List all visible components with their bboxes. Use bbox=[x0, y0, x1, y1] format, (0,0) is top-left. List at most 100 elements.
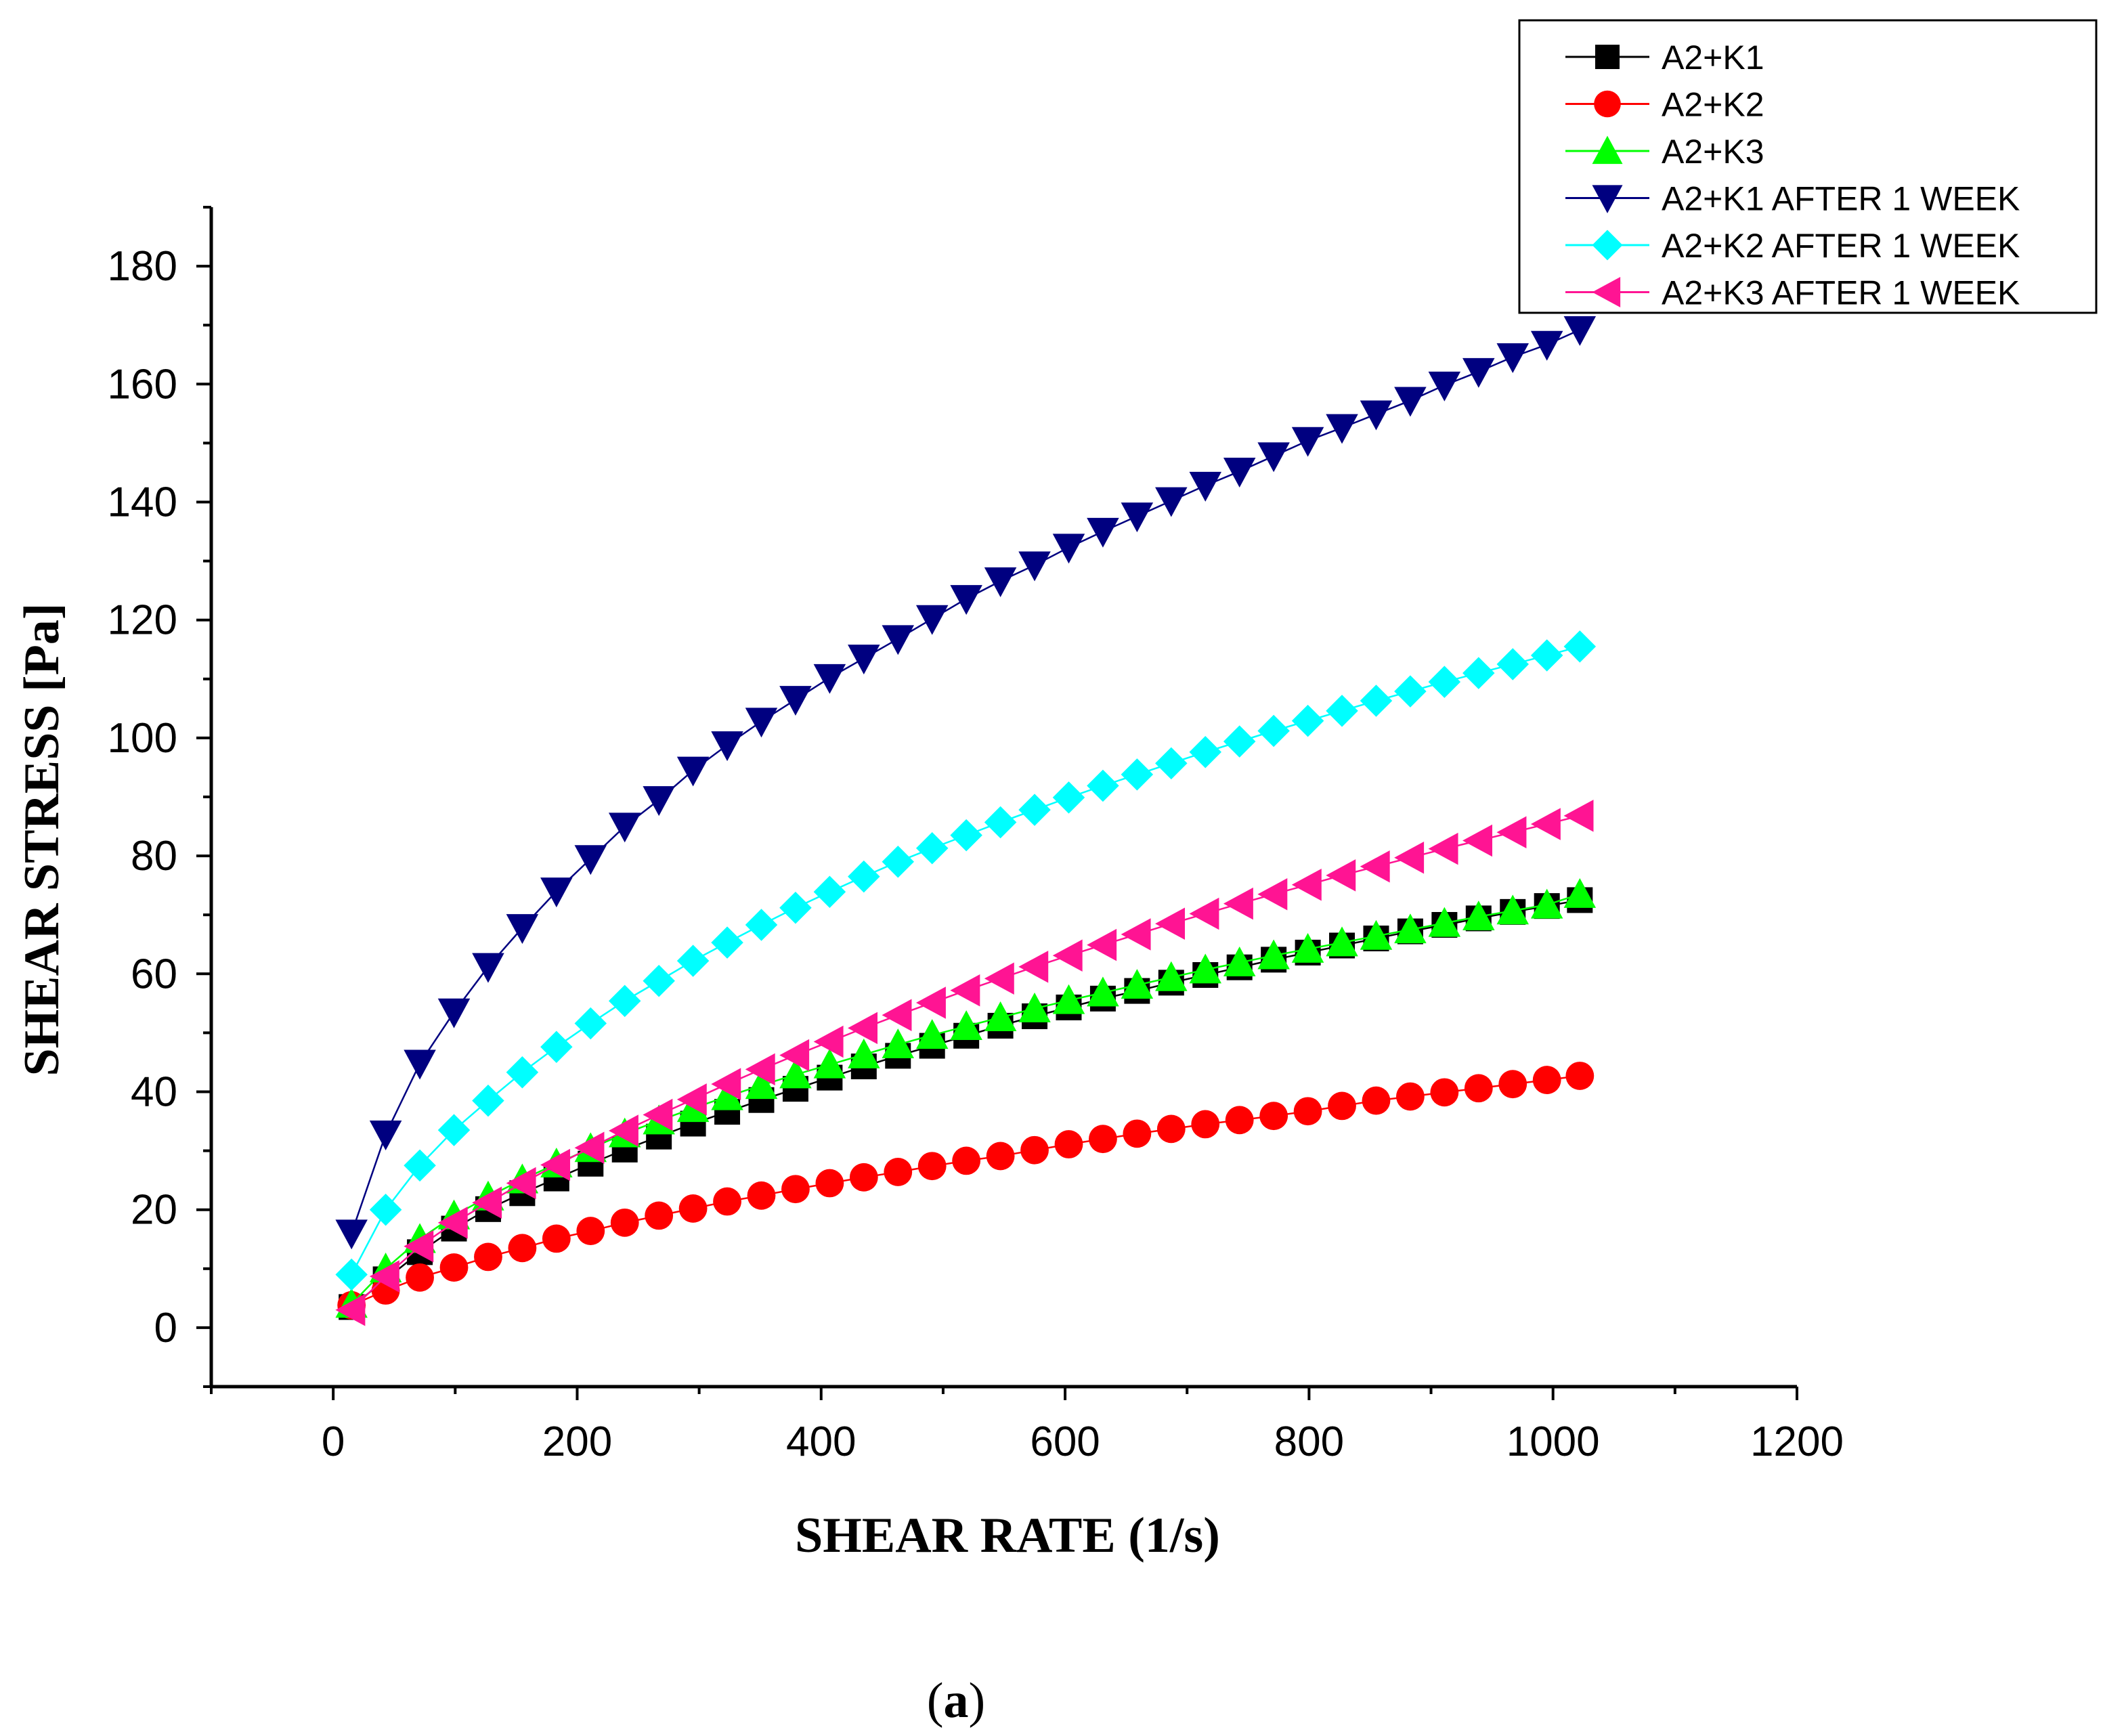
caption-letter: a bbox=[944, 1673, 969, 1729]
data-point bbox=[713, 1187, 741, 1216]
legend: A2+K1 A2+K2 A2+K3 A2+K1 AFTER 1 WEEK A2+K2 A… bbox=[1518, 19, 2098, 314]
data-point bbox=[984, 962, 1014, 995]
legend-label: A2+K3 AFTER 1 WEEK bbox=[1662, 274, 2020, 312]
data-point bbox=[950, 974, 980, 1007]
data-point bbox=[779, 1058, 812, 1089]
y-tick-label: 100 bbox=[108, 715, 177, 762]
data-point bbox=[404, 1149, 436, 1182]
data-point bbox=[540, 1030, 573, 1064]
legend-label: A2+K2 AFTER 1 WEEK bbox=[1662, 227, 2020, 265]
x-tick-label: 1000 bbox=[1506, 1418, 1600, 1465]
data-point bbox=[643, 786, 675, 817]
data-point bbox=[369, 1193, 402, 1226]
data-point bbox=[1293, 1097, 1322, 1126]
data-point bbox=[1191, 1110, 1220, 1139]
x-tick-label: 0 bbox=[322, 1418, 345, 1465]
data-point bbox=[1155, 961, 1188, 991]
legend-marker bbox=[1592, 185, 1623, 213]
data-point bbox=[1530, 808, 1561, 840]
data-point bbox=[950, 585, 982, 615]
data-point bbox=[984, 806, 1017, 839]
data-point bbox=[1052, 939, 1083, 972]
legend-label: A2+K1 bbox=[1662, 39, 1764, 77]
data-point bbox=[711, 731, 743, 762]
data-point bbox=[574, 845, 607, 875]
data-point bbox=[404, 1230, 434, 1263]
data-point bbox=[1428, 666, 1461, 698]
data-point bbox=[950, 819, 982, 852]
y-tick-label: 20 bbox=[131, 1187, 177, 1234]
data-point bbox=[369, 1121, 402, 1150]
data-point bbox=[747, 1181, 776, 1210]
data-point bbox=[849, 1163, 878, 1192]
legend-marker bbox=[1595, 45, 1620, 69]
series-line bbox=[351, 893, 1580, 1305]
data-point bbox=[676, 1083, 707, 1116]
x-axis-title: SHEAR RATE (1/s) bbox=[795, 1508, 1220, 1563]
data-point bbox=[1052, 984, 1085, 1014]
data-point bbox=[645, 1201, 674, 1230]
data-point bbox=[1156, 1114, 1186, 1144]
data-point bbox=[608, 984, 641, 1018]
data-point bbox=[1291, 932, 1324, 963]
data-point bbox=[882, 625, 915, 655]
data-point bbox=[1328, 1091, 1356, 1121]
series-5 bbox=[335, 800, 1594, 1326]
data-point bbox=[1020, 1135, 1049, 1165]
y-tick-label: 120 bbox=[108, 597, 177, 644]
axes: 0 200 400 600 800 1000 1200 0 20 40 60 80 100 120 140 1… bbox=[108, 206, 1844, 1465]
data-point bbox=[917, 1152, 947, 1181]
data-point bbox=[1428, 907, 1461, 937]
data-point bbox=[1089, 1125, 1117, 1154]
data-point bbox=[779, 686, 812, 716]
data-point bbox=[1563, 630, 1597, 663]
data-point bbox=[1223, 725, 1256, 758]
data-point bbox=[1121, 969, 1154, 999]
series-1 bbox=[337, 1062, 1595, 1320]
data-point bbox=[882, 846, 915, 878]
data-point bbox=[915, 1019, 949, 1049]
data-point bbox=[745, 1053, 775, 1086]
data-point bbox=[1189, 953, 1222, 984]
series-3 bbox=[335, 316, 1597, 1250]
data-point bbox=[1291, 704, 1324, 737]
x-tick-label: 600 bbox=[1030, 1418, 1100, 1465]
data-point bbox=[1052, 781, 1085, 814]
data-point bbox=[745, 1069, 778, 1100]
legend-label: A2+K3 bbox=[1662, 133, 1764, 171]
data-point bbox=[1362, 1086, 1391, 1115]
data-point bbox=[781, 1175, 810, 1204]
data-point bbox=[540, 1148, 571, 1181]
data-point bbox=[610, 1208, 639, 1237]
data-point bbox=[369, 1260, 399, 1293]
legend-label: A2+K2 bbox=[1662, 86, 1764, 124]
data-point bbox=[1360, 685, 1393, 717]
data-point bbox=[406, 1263, 434, 1292]
data-point bbox=[711, 1068, 741, 1100]
data-point bbox=[643, 1098, 673, 1131]
data-point bbox=[1530, 639, 1563, 672]
caption-close: ) bbox=[969, 1673, 986, 1729]
y-tick-label: 40 bbox=[131, 1069, 177, 1116]
data-point bbox=[508, 1234, 537, 1263]
data-point bbox=[1257, 442, 1290, 473]
data-point bbox=[848, 645, 880, 675]
data-point bbox=[1464, 1074, 1493, 1103]
data-point bbox=[1087, 928, 1117, 961]
data-point bbox=[1326, 926, 1358, 957]
data-point bbox=[984, 567, 1017, 597]
data-point bbox=[813, 1048, 846, 1079]
y-tick-label: 60 bbox=[131, 951, 177, 997]
data-point bbox=[1018, 951, 1049, 983]
data-point bbox=[915, 605, 949, 635]
legend-marker bbox=[1592, 230, 1623, 261]
x-tick-label: 200 bbox=[542, 1418, 612, 1465]
y-tick-label: 180 bbox=[108, 243, 177, 290]
data-point bbox=[1394, 841, 1425, 874]
data-point bbox=[1394, 913, 1427, 944]
data-point bbox=[1087, 517, 1119, 548]
data-point bbox=[1257, 714, 1290, 747]
y-tick-label: 0 bbox=[154, 1305, 177, 1351]
data-point bbox=[915, 832, 949, 865]
data-point bbox=[1563, 800, 1594, 832]
